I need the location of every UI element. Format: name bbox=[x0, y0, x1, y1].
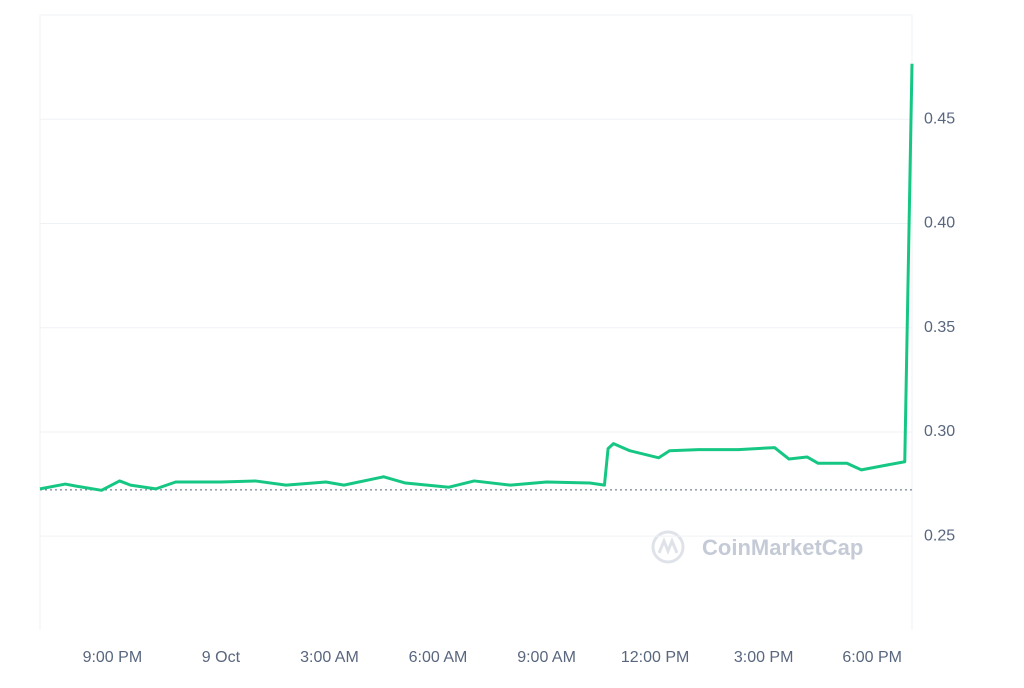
watermark: CoinMarketCap bbox=[702, 535, 863, 560]
y-tick-label: 0.25 bbox=[924, 527, 955, 544]
y-tick-label: 0.30 bbox=[924, 423, 955, 440]
x-tick-label: 3:00 AM bbox=[300, 649, 359, 666]
watermark-logo bbox=[651, 530, 685, 564]
y-tick-label: 0.45 bbox=[924, 110, 955, 127]
x-tick-label: 9 Oct bbox=[202, 649, 241, 666]
x-tick-label: 6:00 PM bbox=[842, 649, 902, 666]
y-tick-label: 0.40 bbox=[924, 215, 955, 232]
x-tick-label: 3:00 PM bbox=[734, 649, 794, 666]
price-line bbox=[39, 63, 914, 492]
x-tick-label: 9:00 AM bbox=[517, 649, 576, 666]
y-tick-label: 0.35 bbox=[924, 319, 955, 336]
x-tick-label: 9:00 PM bbox=[83, 649, 143, 666]
x-tick-label: 6:00 AM bbox=[409, 649, 468, 666]
x-tick-label: 12:00 PM bbox=[621, 649, 689, 666]
